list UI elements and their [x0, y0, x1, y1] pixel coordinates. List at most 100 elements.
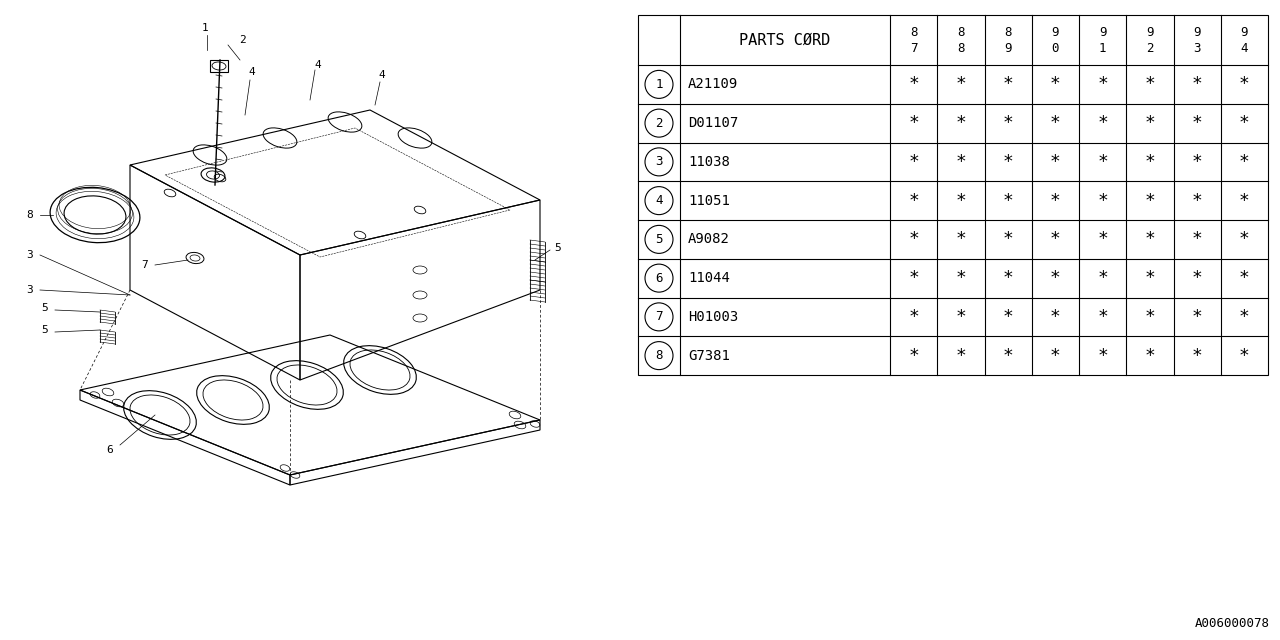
Text: A21109: A21109	[689, 77, 739, 92]
Text: *: *	[1050, 308, 1061, 326]
Text: 3: 3	[27, 285, 33, 295]
Text: 9: 9	[1052, 26, 1059, 38]
Text: 1: 1	[1098, 42, 1106, 54]
Text: 4: 4	[655, 194, 663, 207]
Text: *: *	[1239, 308, 1249, 326]
Text: *: *	[955, 153, 966, 171]
Text: 4: 4	[248, 67, 256, 77]
Text: *: *	[909, 269, 919, 287]
Text: *: *	[909, 347, 919, 365]
Text: 6: 6	[655, 271, 663, 285]
Text: 9: 9	[1193, 26, 1201, 38]
Text: H01003: H01003	[689, 310, 739, 324]
Text: *: *	[1050, 269, 1061, 287]
Text: A9082: A9082	[689, 232, 730, 246]
Text: *: *	[1239, 230, 1249, 248]
Text: 11051: 11051	[689, 194, 730, 207]
Text: 9: 9	[1146, 26, 1153, 38]
Text: 8: 8	[655, 349, 663, 362]
Text: 7: 7	[655, 310, 663, 323]
Text: *: *	[955, 191, 966, 210]
Text: *: *	[1097, 269, 1108, 287]
Text: *: *	[955, 269, 966, 287]
Text: *: *	[1239, 153, 1249, 171]
Text: A006000078: A006000078	[1196, 617, 1270, 630]
Text: *: *	[1050, 191, 1061, 210]
Text: 8: 8	[957, 26, 965, 38]
Bar	[637, 15, 1268, 375]
Text: *: *	[1050, 230, 1061, 248]
Text: *: *	[1002, 76, 1014, 93]
Text: 0: 0	[1052, 42, 1059, 54]
Text: 4: 4	[379, 70, 385, 80]
Text: *: *	[955, 308, 966, 326]
Text: 1: 1	[202, 23, 209, 33]
Text: G7381: G7381	[689, 349, 730, 363]
Text: 3: 3	[27, 250, 33, 260]
Text: 8: 8	[910, 26, 918, 38]
Text: *: *	[955, 230, 966, 248]
Text: 3: 3	[1193, 42, 1201, 54]
Text: 5: 5	[554, 243, 562, 253]
Text: *: *	[1002, 153, 1014, 171]
Text: *: *	[1192, 114, 1203, 132]
Text: *: *	[909, 153, 919, 171]
Text: *: *	[1144, 76, 1156, 93]
Text: *: *	[909, 230, 919, 248]
Text: *: *	[1144, 114, 1156, 132]
Text: *: *	[1239, 269, 1249, 287]
Text: 5: 5	[42, 303, 49, 313]
Text: *: *	[1192, 76, 1203, 93]
Text: 4: 4	[1240, 42, 1248, 54]
Text: 6: 6	[106, 445, 114, 455]
Text: 9: 9	[1240, 26, 1248, 38]
Text: *: *	[1192, 347, 1203, 365]
Text: *: *	[1144, 153, 1156, 171]
Text: *: *	[1002, 114, 1014, 132]
Text: *: *	[1050, 114, 1061, 132]
Text: 7: 7	[910, 42, 918, 54]
Text: *: *	[1144, 347, 1156, 365]
Text: *: *	[1192, 153, 1203, 171]
Text: 8: 8	[1005, 26, 1012, 38]
Text: 11038: 11038	[689, 155, 730, 169]
Text: *: *	[1050, 76, 1061, 93]
Text: 2: 2	[655, 116, 663, 130]
Text: *: *	[955, 347, 966, 365]
Text: 4: 4	[315, 60, 321, 70]
Text: *: *	[1192, 269, 1203, 287]
Text: *: *	[909, 308, 919, 326]
Text: *: *	[1144, 191, 1156, 210]
Text: *: *	[1097, 230, 1108, 248]
Text: *: *	[1002, 308, 1014, 326]
Text: *: *	[1002, 230, 1014, 248]
Text: *: *	[1144, 308, 1156, 326]
Text: 1: 1	[655, 78, 663, 91]
Text: *: *	[1239, 191, 1249, 210]
Text: *: *	[1097, 114, 1108, 132]
Text: *: *	[1192, 308, 1203, 326]
Text: *: *	[909, 114, 919, 132]
Text: *: *	[1239, 114, 1249, 132]
Text: 9: 9	[1098, 26, 1106, 38]
Text: *: *	[1239, 347, 1249, 365]
Text: 2: 2	[238, 35, 246, 45]
Text: 9: 9	[1005, 42, 1012, 54]
Text: *: *	[1002, 347, 1014, 365]
Text: *: *	[955, 114, 966, 132]
Text: *: *	[1097, 347, 1108, 365]
Text: *: *	[1097, 308, 1108, 326]
Text: 3: 3	[655, 156, 663, 168]
Text: *: *	[955, 76, 966, 93]
Text: *: *	[909, 191, 919, 210]
Text: 8: 8	[27, 210, 33, 220]
Text: PARTS CØRD: PARTS CØRD	[740, 33, 831, 47]
Text: 7: 7	[142, 260, 148, 270]
Text: *: *	[1097, 76, 1108, 93]
Text: *: *	[1002, 269, 1014, 287]
Text: *: *	[1097, 153, 1108, 171]
Text: *: *	[1192, 230, 1203, 248]
Text: *: *	[1239, 76, 1249, 93]
Text: *: *	[1050, 347, 1061, 365]
Text: *: *	[1144, 230, 1156, 248]
